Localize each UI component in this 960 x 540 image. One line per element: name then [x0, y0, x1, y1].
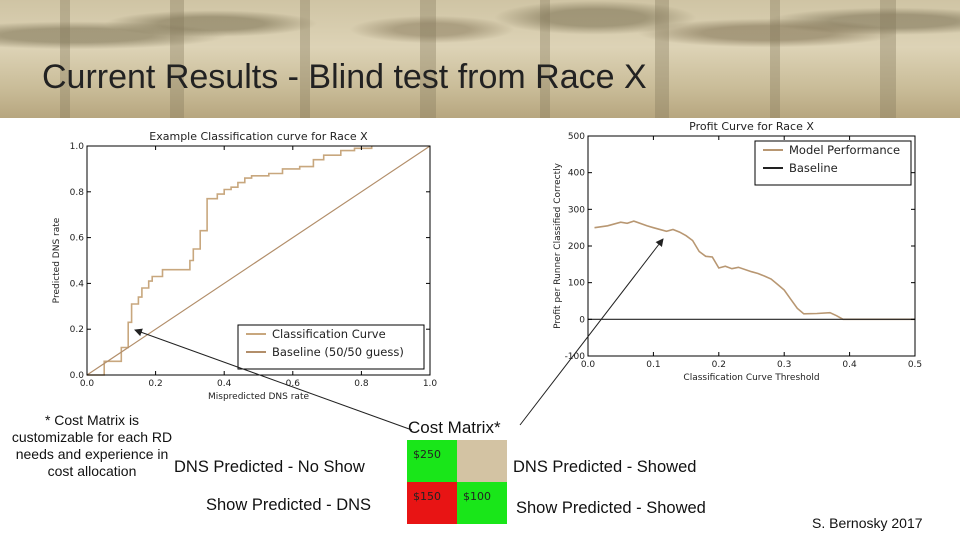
cost-matrix-note: * Cost Matrix is customizable for each R…	[11, 412, 173, 479]
cell-value: $250	[413, 448, 441, 461]
y-tick-label: 0	[579, 315, 585, 325]
x-tick-label: 0.1	[646, 360, 660, 370]
legend-entry: Baseline (50/50 guess)	[272, 345, 404, 359]
y-tick-label: 0.2	[70, 325, 84, 335]
x-tick-label: 0.2	[148, 379, 162, 389]
series-line-0	[594, 220, 915, 321]
y-tick-label: 0.0	[70, 371, 85, 381]
y-tick-label: 0.6	[70, 234, 85, 244]
y-axis-label: Predicted DNS rate	[52, 217, 62, 303]
x-tick-label: 0.5	[908, 360, 922, 370]
col-label-show-showed: Show Predicted - Showed	[516, 499, 706, 517]
cell-show-showed: $100	[457, 482, 507, 524]
y-tick-label: -100	[565, 352, 586, 362]
arrow-to-classification-point	[134, 328, 413, 431]
y-tick-label: 400	[568, 169, 585, 179]
y-tick-label: 1.0	[70, 142, 85, 152]
cell-dns-no-show: $250	[407, 440, 457, 482]
y-tick-label: 200	[568, 242, 585, 252]
cost-matrix-title: Cost Matrix*	[408, 418, 501, 437]
y-tick-label: 500	[568, 132, 585, 142]
x-tick-label: 0.6	[286, 379, 301, 389]
col-label-dns-showed: DNS Predicted - Showed	[513, 458, 697, 476]
x-tick-label: 0.3	[777, 360, 791, 370]
x-tick-label: 0.4	[217, 379, 232, 389]
x-axis-label: Classification Curve Threshold	[683, 373, 819, 383]
arrow-to-profit-peak	[519, 238, 664, 426]
legend-entry: Baseline	[789, 161, 838, 175]
cell-show-dns: $150	[407, 482, 457, 524]
title-banner	[0, 0, 960, 118]
cell-value: $150	[413, 490, 441, 503]
legend-entry: Model Performance	[789, 143, 900, 157]
x-axis-label: Mispredicted DNS rate	[208, 392, 309, 402]
y-tick-label: 100	[568, 279, 585, 289]
row-label-dns-no-show: DNS Predicted - No Show	[174, 458, 365, 476]
cell-dns-showed	[457, 440, 507, 482]
y-tick-label: 0.8	[70, 188, 85, 198]
row-label-show-dns: Show Predicted - DNS	[206, 496, 372, 514]
arrows	[134, 238, 664, 431]
credit: S. Bernosky 2017	[812, 515, 923, 531]
x-tick-label: 0.0	[80, 379, 95, 389]
x-tick-label: 0.2	[712, 360, 726, 370]
y-axis-label: Profit per Runner Classified Correctly	[553, 162, 563, 329]
x-tick-label: 0.8	[354, 379, 369, 389]
legend-box	[754, 140, 912, 186]
x-tick-label: 0.4	[842, 360, 857, 370]
legend-entry: Classification Curve	[272, 327, 386, 341]
legend-box	[237, 324, 425, 370]
x-tick-label: 1.0	[423, 379, 438, 389]
series-line-0	[87, 146, 373, 376]
cell-value: $100	[463, 490, 491, 503]
y-tick-label: 0.4	[70, 279, 85, 289]
classification-chart: 0.0 0.2 0.4 0.6 0.8 1.0 0.0 0.2 0.4 0.6 0.8 1.0 Exam…	[52, 130, 437, 402]
series-line-1	[86, 145, 431, 376]
chart-title: Example Classification curve for Race X	[149, 130, 368, 143]
slide-title: Current Results - Blind test from Race X	[42, 58, 647, 96]
y-tick-label: 300	[568, 205, 585, 215]
x-tick-label: 0.0	[581, 360, 596, 370]
profit-chart: 0.0 0.1 0.2 0.3 0.4 0.5 -100 0 100 200 300 400 500 Pr…	[553, 120, 922, 383]
chart-title: Profit Curve for Race X	[689, 120, 814, 133]
